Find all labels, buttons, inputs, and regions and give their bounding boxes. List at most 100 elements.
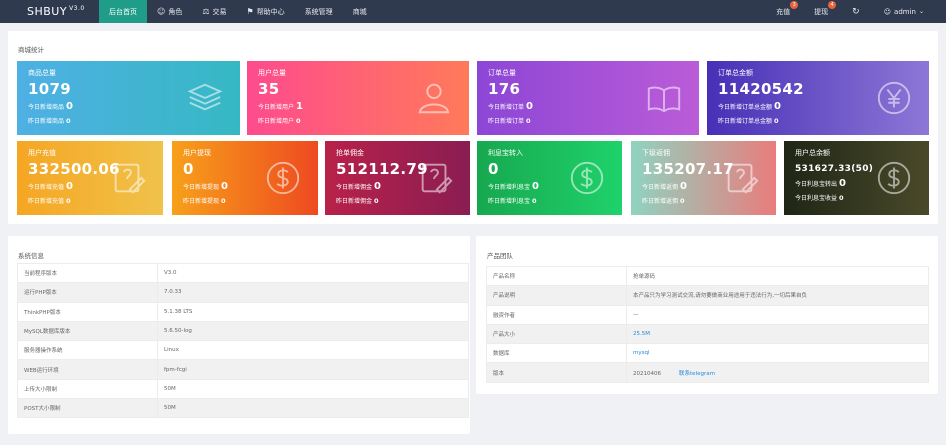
user-menu[interactable]: ☺ admin ⌄ [872, 0, 936, 23]
withdraw-badge: 4 [828, 1, 837, 9]
row-value[interactable]: mysql [633, 350, 650, 357]
row-key: 服务器操作系统 [17, 340, 158, 361]
stat-card-today: 今日新增利息宝 0 [488, 182, 622, 192]
dollar-icon [875, 159, 913, 197]
stat-card-today-value: 0 [680, 181, 687, 192]
stat-card-yesterday-label: 昨日新增佣金 [336, 198, 373, 205]
table-row: 版本 20210406 联系telegram [486, 362, 929, 383]
stat-card-yesterday-value: 0 [526, 117, 531, 125]
stat-card-today: 今日新增提现 0 [183, 182, 318, 192]
stat-card-yesterday: 昨日新增返佣 0 [642, 198, 776, 205]
stats-title: 商城统计 [18, 46, 44, 54]
telegram-link[interactable]: 联系telegram [679, 370, 715, 377]
recharge-link[interactable]: 充值 3 [764, 0, 802, 23]
stat-card-label: 用户充值 [28, 149, 56, 157]
top-navbar: SHBUY V3.0 后台首页 ☺ 角色 ⚖ 交易 ⚑ 帮助中心 系统管理 商城 充值 3… [0, 0, 946, 23]
stat-card-yesterday-label: 昨日新增利息宝 [488, 198, 531, 205]
person-icon [415, 79, 453, 117]
row-value-cell: Linux [157, 340, 469, 361]
product-table-wrap: 产品名称 抢单源码 产品说明 本产品只为学习测试交流,请勿要做商业用途用于违法行为,一… [486, 265, 929, 383]
stat-card-yesterday: 昨日新增利息宝 0 [488, 198, 622, 205]
user-icon: ☺ [883, 7, 892, 16]
stat-card-yesterday-label: 昨日新增订单 [488, 118, 525, 125]
book-icon [645, 79, 683, 117]
logo[interactable]: SHBUY V3.0 [0, 0, 99, 23]
stat-card-today-value: 0 [221, 181, 228, 192]
table-row: 融资作者 — [486, 304, 929, 325]
refresh-button[interactable]: ↻ [840, 0, 872, 23]
chevron-down-icon: ⌄ [918, 8, 924, 15]
row-key: 数据库 [486, 343, 627, 364]
nav-mall-label: 商城 [352, 7, 367, 16]
product-table: 产品名称 抢单源码 产品说明 本产品只为学习测试交流,请勿要做商业用途用于违法行为,一… [486, 265, 929, 383]
stat-card-today-value: 0 [532, 181, 539, 192]
stat-card-value: 135207.17 [642, 160, 734, 178]
nav-trade[interactable]: ⚖ 交易 [192, 0, 236, 23]
nav-home[interactable]: 后台首页 [99, 0, 147, 23]
nav-role[interactable]: ☺ 角色 [147, 0, 192, 23]
user-name: admin [894, 7, 916, 16]
withdraw-link[interactable]: 提现 4 [802, 0, 840, 23]
stat-card: 用户总量 35 今日新增用户 1 昨日新增用户 0 [247, 61, 469, 135]
stat-card-today: 今日新增订单 0 [488, 102, 699, 112]
stat-card-today-label: 今日新增返佣 [642, 184, 679, 191]
stat-card-yesterday-value: 0 [680, 197, 685, 205]
stat-card-today-label: 今日新增佣金 [336, 184, 373, 191]
stat-card-value: 176 [488, 80, 521, 98]
system-panel: 系统信息 当前程序版本 V3.0 运行PHP版本 7.0.33 ThinkPHP版本 5.… [8, 236, 470, 434]
row-key: 上传大小限制 [17, 378, 158, 400]
stat-card-today-value: 1 [296, 101, 303, 112]
stat-card-yesterday: 昨日新增商品 0 [28, 118, 240, 125]
stat-card-label: 用户提现 [183, 149, 211, 157]
stat-card: 订单总量 176 今日新增订单 0 昨日新增订单 0 [477, 61, 699, 135]
table-row: 当前程序版本 V3.0 [17, 262, 469, 284]
stat-card-today-value: 0 [774, 101, 781, 112]
stat-card-value: 1079 [28, 80, 71, 98]
stat-card: 订单总金额 11420542 今日新增订单总金额 0 昨日新增订单总金额 0 [707, 61, 929, 135]
row-value-cell: — [626, 304, 929, 325]
row-value[interactable]: 25.5M [633, 331, 650, 338]
nav-mall[interactable]: 商城 [343, 0, 377, 23]
withdraw-label: 提现 [814, 7, 829, 16]
stat-card-yesterday: 昨日新增订单 0 [488, 118, 699, 125]
recharge-badge: 3 [790, 1, 799, 9]
stat-card-today-label: 今日新增订单 [488, 104, 525, 111]
stat-card-today: 今日利息宝转出 0 [795, 179, 929, 189]
table-row: 上传大小限制 50M [17, 378, 469, 400]
note-icon [416, 159, 454, 197]
stat-card: 抢单佣金 512112.79 今日新增佣金 0 昨日新增佣金 0 [325, 141, 470, 215]
row-value-cell: 5.6.50-log [157, 320, 469, 342]
stat-card-yesterday: 今日利息宝收益 0 [795, 195, 929, 202]
stat-card: 商品总量 1079 今日新增商品 0 昨日新增商品 0 [17, 61, 240, 135]
stat-card-yesterday-label: 昨日新增商品 [28, 118, 65, 125]
row-value: 本产品只为学习测试交流,请勿要做商业用途用于违法行为,一切后果自负 [633, 293, 807, 300]
stat-card-label: 商品总量 [28, 69, 56, 77]
stat-card-yesterday-value: 0 [66, 197, 71, 205]
stat-card-yesterday-value: 0 [839, 194, 844, 202]
right-nav: 充值 3 提现 4 ↻ ☺ admin ⌄ [764, 0, 946, 23]
system-title: 系统信息 [18, 252, 44, 260]
row-value: 5.6.50-log [164, 328, 192, 335]
stat-card-today-label: 今日新增订单总金额 [718, 104, 773, 111]
logo-text: SHBUY [27, 5, 68, 18]
stat-card-yesterday-label: 昨日新增返佣 [642, 198, 679, 205]
logo-version: V3.0 [69, 5, 85, 12]
table-row: 产品名称 抢单源码 [486, 265, 929, 287]
stat-card-today-label: 今日新增充值 [28, 184, 65, 191]
stat-card-yesterday: 昨日新增提现 0 [183, 198, 318, 205]
nav-system[interactable]: 系统管理 [295, 0, 343, 23]
dollar-icon [264, 159, 302, 197]
stat-card-yesterday-value: 0 [296, 117, 301, 125]
stat-card-today-label: 今日新增利息宝 [488, 184, 531, 191]
stat-card-today: 今日新增返佣 0 [642, 182, 776, 192]
system-table-wrap: 当前程序版本 V3.0 运行PHP版本 7.0.33 ThinkPHP版本 5.1.38 … [17, 262, 469, 419]
row-value: V3.0 [164, 270, 177, 277]
nav-help[interactable]: ⚑ 帮助中心 [237, 0, 295, 23]
row-value-cell: 本产品只为学习测试交流,请勿要做商业用途用于违法行为,一切后果自负 [626, 285, 929, 306]
stat-card-yesterday-value: 0 [374, 197, 379, 205]
recharge-label: 充值 [776, 7, 791, 16]
stat-card-yesterday-value: 0 [532, 197, 537, 205]
stat-card-today-value: 0 [526, 101, 533, 112]
stat-card-value: 0 [183, 160, 194, 178]
refresh-icon: ↻ [852, 6, 860, 17]
